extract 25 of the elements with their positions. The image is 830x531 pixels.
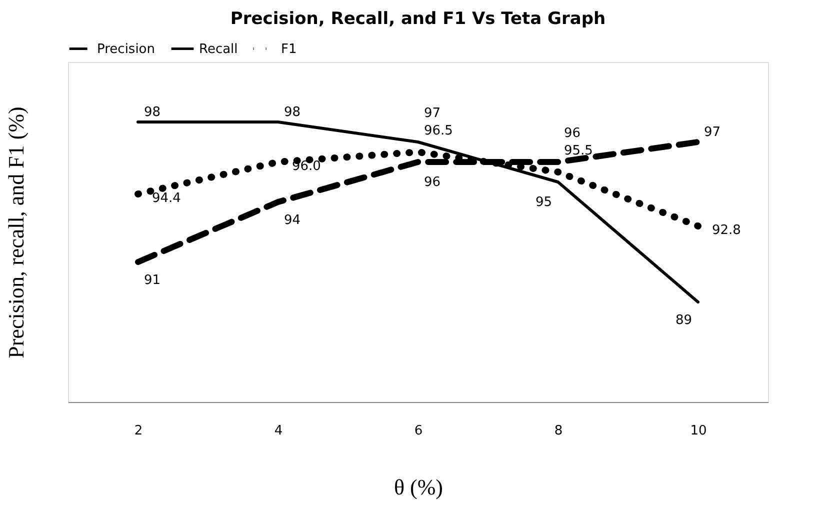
data-label: 89	[675, 313, 692, 328]
legend-label: F1	[281, 42, 297, 57]
data-label: 95	[535, 195, 552, 210]
data-label: 92.8	[712, 223, 741, 238]
data-label: 94.4	[152, 191, 181, 206]
data-label: 97	[704, 125, 721, 140]
data-label: 95.5	[564, 144, 593, 159]
data-label: 98	[144, 105, 161, 120]
legend-label: Recall	[199, 42, 238, 57]
x-tick-label: 4	[274, 424, 283, 438]
data-label: 96.5	[424, 124, 453, 139]
x-tick-label: 2	[134, 424, 143, 438]
chart-title: Precision, Recall, and F1 Vs Teta Graph	[230, 9, 606, 29]
data-label: 97	[424, 106, 441, 122]
y-axis-title: Precision, recall, and F1 (%)	[4, 106, 28, 358]
x-tick-label: 6	[414, 424, 423, 438]
x-tick-label: 10	[690, 424, 707, 438]
data-label: 91	[144, 273, 161, 288]
data-label: 94	[284, 213, 301, 228]
data-label: 96	[424, 175, 441, 190]
data-label: 96	[564, 126, 581, 142]
data-label: 98	[284, 105, 301, 120]
x-axis-title: θ (%)	[394, 474, 444, 500]
x-tick-label: 8	[554, 424, 563, 438]
legend-label: Precision	[97, 42, 156, 57]
